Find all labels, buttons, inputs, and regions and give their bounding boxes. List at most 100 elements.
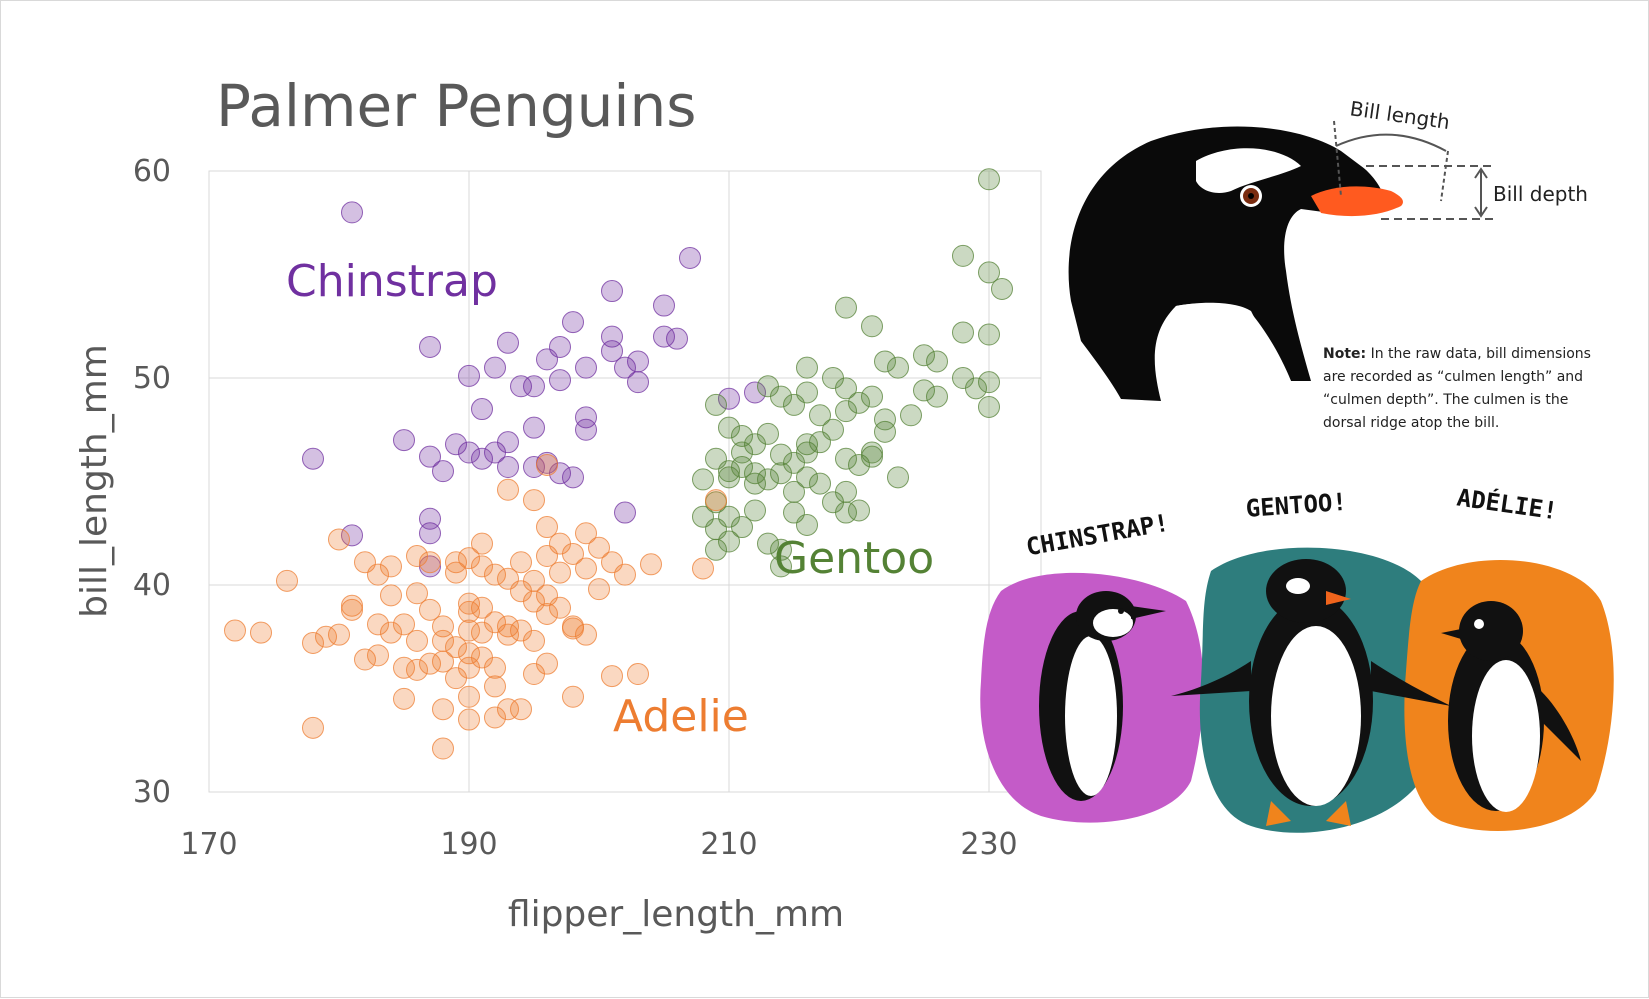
data-point	[458, 364, 480, 387]
data-point	[861, 385, 883, 408]
data-point	[913, 379, 935, 402]
data-point	[497, 615, 519, 638]
data-point	[341, 201, 363, 224]
data-point	[601, 665, 623, 688]
data-point	[757, 468, 779, 491]
data-point	[458, 708, 480, 731]
data-point	[978, 395, 1000, 418]
data-point	[627, 663, 649, 686]
cartoon-label-gentoo: GENTOO!	[1245, 488, 1348, 523]
data-point	[731, 516, 753, 539]
data-point	[484, 563, 506, 586]
gentoo-penguin-icon	[1171, 559, 1451, 826]
data-point	[497, 331, 519, 354]
data-point	[445, 433, 467, 456]
data-point	[757, 532, 779, 555]
note-line-2: “culmen depth”. The culmen is the	[1323, 392, 1568, 408]
data-point	[549, 596, 571, 619]
data-point	[575, 356, 597, 379]
data-point	[614, 356, 636, 379]
data-point	[575, 406, 597, 429]
data-point	[809, 404, 831, 427]
data-point	[796, 381, 818, 404]
data-point	[718, 387, 740, 410]
note-line-0: Note: In the raw data, bill dimensions	[1323, 346, 1591, 362]
data-point	[978, 168, 1000, 191]
data-point	[484, 706, 506, 729]
data-point	[653, 294, 675, 317]
data-point	[588, 536, 610, 559]
data-point	[796, 466, 818, 489]
data-point	[640, 553, 662, 576]
data-point	[900, 404, 922, 427]
x-tick-label: 170	[180, 827, 237, 862]
data-point	[250, 621, 272, 644]
data-point	[406, 545, 428, 568]
penguin-head-icon	[1068, 126, 1403, 401]
data-point	[796, 356, 818, 379]
data-point	[666, 327, 688, 350]
data-point	[770, 538, 792, 561]
points	[224, 168, 1013, 760]
data-point	[536, 652, 558, 675]
data-point	[536, 453, 558, 476]
data-point	[718, 460, 740, 483]
data-point	[731, 424, 753, 447]
y-tick-label: 50	[133, 361, 171, 396]
data-point	[302, 631, 324, 654]
data-point	[523, 416, 545, 439]
series-chinstrap	[302, 201, 766, 578]
data-point	[484, 356, 506, 379]
data-point	[419, 598, 441, 621]
data-point	[562, 685, 584, 708]
bill-diagram: Bill length Bill depth Note: In the raw …	[1068, 96, 1591, 431]
data-point	[549, 369, 571, 392]
data-point	[523, 629, 545, 652]
note-line-1: are recorded as “culmen length” and	[1323, 369, 1583, 385]
y-axis-title: bill_length_mm	[74, 344, 115, 618]
data-point	[471, 555, 493, 578]
data-point	[419, 335, 441, 358]
data-point	[692, 468, 714, 491]
x-axis-title: flipper_length_mm	[508, 894, 844, 935]
data-point	[887, 466, 909, 489]
data-point	[770, 462, 792, 485]
data-point	[744, 381, 766, 404]
data-point	[510, 375, 532, 398]
data-point	[432, 629, 454, 652]
data-point	[796, 513, 818, 536]
data-point	[367, 644, 389, 667]
data-point	[705, 518, 727, 541]
data-point	[770, 385, 792, 408]
data-point	[809, 472, 831, 495]
data-point	[471, 447, 493, 470]
series-label-chinstrap: Chinstrap	[286, 256, 498, 307]
data-point	[770, 443, 792, 466]
data-point	[679, 246, 701, 269]
data-point	[458, 600, 480, 623]
data-point	[562, 466, 584, 489]
data-point	[627, 371, 649, 394]
data-point	[497, 698, 519, 721]
data-point	[861, 315, 883, 338]
data-point	[393, 613, 415, 636]
data-point	[718, 466, 740, 489]
data-point	[874, 408, 896, 431]
data-point	[926, 350, 948, 373]
y-tick-label: 40	[133, 568, 171, 603]
data-point	[744, 462, 766, 485]
data-point	[718, 416, 740, 439]
data-point	[874, 420, 896, 443]
data-point	[796, 433, 818, 456]
data-point	[458, 441, 480, 464]
data-point	[432, 460, 454, 483]
data-point	[562, 615, 584, 638]
y-tick-label: 30	[133, 775, 171, 810]
data-point	[445, 551, 467, 574]
data-point	[601, 340, 623, 363]
note-line-3: dorsal ridge atop the bill.	[1323, 415, 1499, 431]
data-point	[484, 441, 506, 464]
data-point	[224, 619, 246, 642]
x-tick-label: 210	[700, 827, 757, 862]
